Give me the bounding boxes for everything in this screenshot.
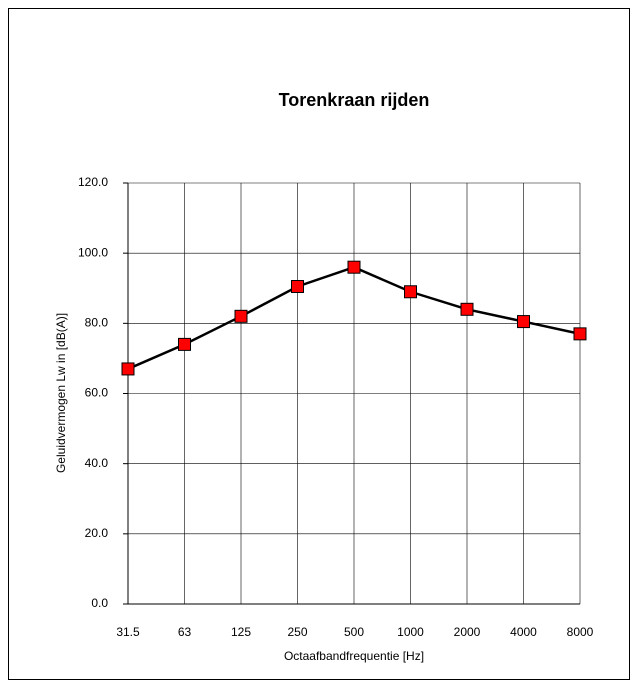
marker — [460, 302, 474, 316]
y-tick-label: 0.0 — [91, 596, 108, 610]
marker — [404, 285, 417, 299]
y-tick-label: 120.0 — [78, 175, 108, 189]
marker — [178, 337, 191, 351]
marker — [573, 327, 587, 341]
marker — [347, 260, 361, 274]
marker — [234, 309, 248, 323]
x-tick-label: 4000 — [510, 625, 537, 639]
x-tick-label: 2000 — [454, 625, 481, 639]
marker — [291, 279, 304, 293]
x-tick-label: 125 — [231, 625, 251, 639]
y-tick-label: 20.0 — [85, 526, 109, 540]
marker — [121, 362, 135, 376]
y-tick-label: 80.0 — [85, 316, 109, 330]
x-tick-label: 31.5 — [116, 625, 140, 639]
x-tick-label: 8000 — [567, 625, 594, 639]
y-tick-label: 100.0 — [78, 245, 108, 259]
x-tick-label: 500 — [344, 625, 364, 639]
x-tick-label: 63 — [178, 625, 192, 639]
x-tick-label: 1000 — [397, 625, 424, 639]
chart-title: Torenkraan rijden — [279, 90, 430, 110]
y-axis-label: Geluidvermogen Lw in [dB(A)] — [54, 313, 68, 473]
marker — [517, 315, 530, 329]
y-tick-label: 60.0 — [85, 386, 109, 400]
chart-border — [8, 8, 630, 680]
y-tick-label: 40.0 — [85, 456, 109, 470]
x-tick-label: 250 — [287, 625, 307, 639]
x-axis-label: Octaafbandfrequentie [Hz] — [284, 649, 424, 663]
